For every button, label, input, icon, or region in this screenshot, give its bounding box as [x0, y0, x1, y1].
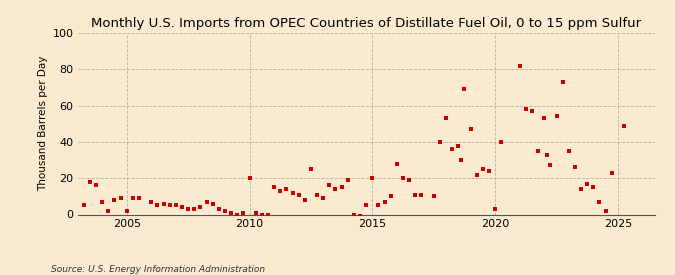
Point	[514, 64, 525, 68]
Point	[263, 212, 273, 217]
Point	[244, 176, 255, 180]
Point	[183, 207, 194, 211]
Point	[465, 127, 476, 131]
Point	[606, 170, 617, 175]
Point	[600, 209, 611, 213]
Point	[551, 114, 562, 119]
Point	[348, 212, 359, 217]
Point	[558, 80, 568, 84]
Point	[128, 196, 138, 200]
Point	[570, 165, 580, 169]
Y-axis label: Thousand Barrels per Day: Thousand Barrels per Day	[38, 56, 49, 191]
Point	[453, 143, 464, 148]
Point	[336, 185, 347, 189]
Point	[471, 172, 482, 177]
Point	[250, 210, 261, 215]
Point	[541, 152, 552, 157]
Point	[385, 194, 396, 199]
Point	[134, 196, 144, 200]
Point	[520, 107, 531, 111]
Point	[213, 207, 224, 211]
Point	[103, 209, 113, 213]
Point	[404, 178, 414, 182]
Point	[459, 87, 470, 92]
Point	[324, 183, 335, 188]
Point	[441, 116, 452, 120]
Point	[416, 192, 427, 197]
Point	[238, 210, 249, 215]
Point	[122, 209, 132, 213]
Point	[360, 203, 371, 208]
Point	[219, 209, 230, 213]
Text: Source: U.S. Energy Information Administration: Source: U.S. Energy Information Administ…	[51, 265, 265, 274]
Point	[109, 198, 120, 202]
Point	[330, 187, 341, 191]
Point	[152, 203, 163, 208]
Point	[306, 167, 317, 171]
Point	[367, 176, 378, 180]
Point	[545, 163, 556, 168]
Point	[429, 194, 439, 199]
Title: Monthly U.S. Imports from OPEC Countries of Distillate Fuel Oil, 0 to 15 ppm Sul: Monthly U.S. Imports from OPEC Countries…	[91, 17, 641, 31]
Point	[281, 187, 292, 191]
Point	[594, 200, 605, 204]
Point	[483, 169, 494, 173]
Point	[171, 203, 182, 208]
Point	[588, 185, 599, 189]
Point	[287, 191, 298, 195]
Point	[490, 207, 501, 211]
Point	[78, 203, 89, 208]
Point	[97, 200, 107, 204]
Point	[164, 203, 175, 208]
Point	[318, 196, 329, 200]
Point	[477, 167, 488, 171]
Point	[619, 123, 630, 128]
Point	[582, 182, 593, 186]
Point	[225, 210, 236, 215]
Point	[201, 200, 212, 204]
Point	[293, 192, 304, 197]
Point	[342, 178, 353, 182]
Point	[90, 183, 101, 188]
Point	[312, 192, 323, 197]
Point	[564, 149, 574, 153]
Point	[398, 176, 408, 180]
Point	[115, 196, 126, 200]
Point	[146, 200, 157, 204]
Point	[539, 116, 549, 120]
Point	[84, 180, 95, 184]
Point	[435, 140, 446, 144]
Point	[300, 198, 310, 202]
Point	[177, 205, 188, 210]
Point	[379, 200, 390, 204]
Point	[354, 214, 365, 219]
Point	[195, 205, 206, 210]
Point	[526, 109, 537, 113]
Point	[533, 149, 543, 153]
Point	[496, 140, 507, 144]
Point	[576, 187, 587, 191]
Point	[256, 212, 267, 217]
Point	[275, 189, 286, 193]
Point	[189, 207, 200, 211]
Point	[456, 158, 466, 162]
Point	[207, 201, 218, 206]
Point	[447, 147, 458, 151]
Point	[373, 203, 384, 208]
Point	[158, 201, 169, 206]
Point	[232, 212, 242, 217]
Point	[269, 185, 279, 189]
Point	[392, 161, 402, 166]
Point	[410, 192, 421, 197]
